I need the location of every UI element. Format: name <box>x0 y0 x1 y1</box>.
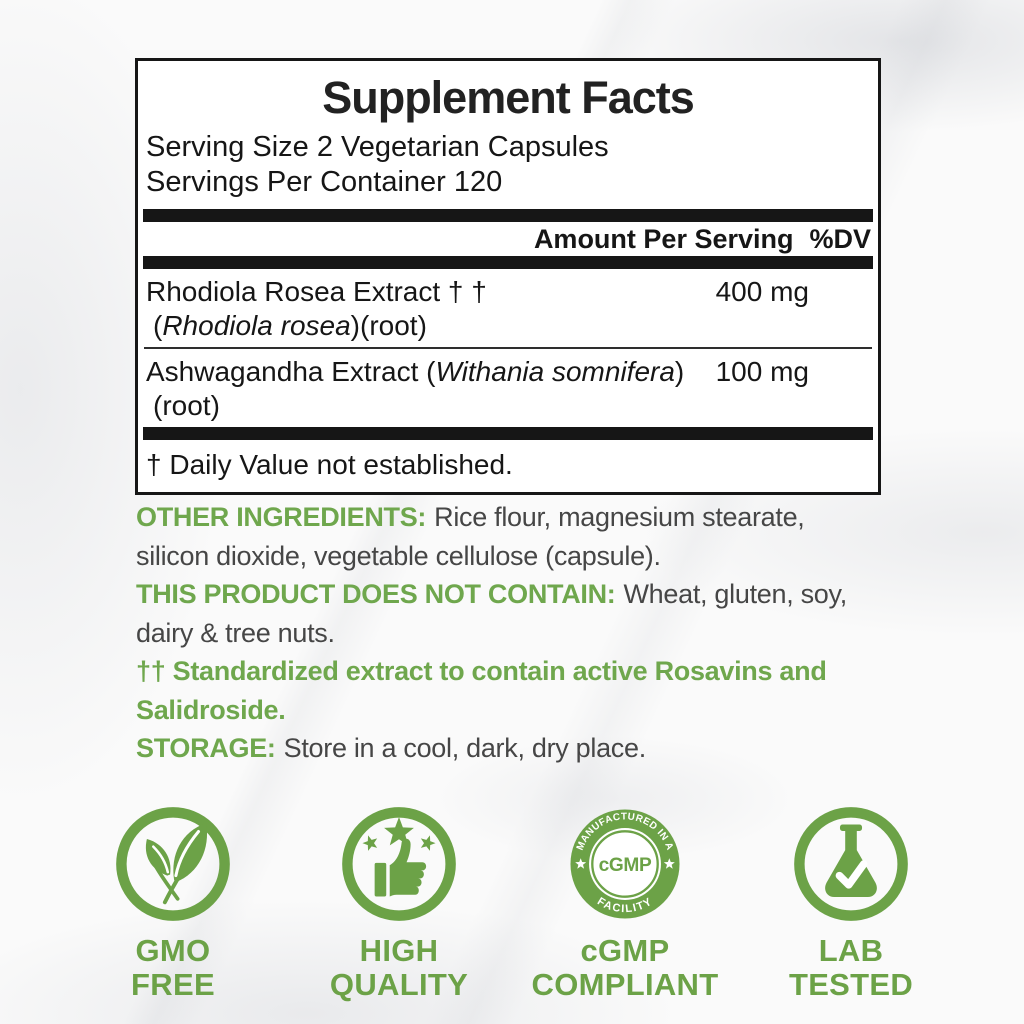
note-text: Store in a cool, dark, dry place. <box>283 733 647 763</box>
panel-header-row: Amount Per Serving %DV <box>143 222 873 256</box>
note-text: Wheat, gluten, soy, dairy & tree nuts. <box>136 579 847 648</box>
amount-per-serving-header: Amount Per Serving <box>533 224 794 254</box>
note-heading: THIS PRODUCT DOES NOT CONTAIN: <box>136 579 616 609</box>
badge-label: LAB TESTED <box>788 933 914 1002</box>
ingredient-name-line2: (root) <box>153 390 220 421</box>
note-heading: OTHER INGREDIENTS: <box>136 502 427 532</box>
ingredient-amount: 400 mg <box>715 276 809 307</box>
badge-lab-tested: LAB TESTED <box>738 806 964 1002</box>
badge-cgmp-compliant: MANUFACTURED IN A FACILITY cGMP cGMP COM… <box>512 806 738 1002</box>
ingredient-name-line1: Ashwagandha Extract (Withania somnifera) <box>146 356 685 387</box>
divider-bar-thick <box>143 209 873 222</box>
lab-flask-icon <box>794 807 908 921</box>
note-does-not-contain: THIS PRODUCT DOES NOT CONTAIN: Wheat, glu… <box>136 575 872 652</box>
leaves-icon <box>116 807 230 921</box>
notes-section: OTHER INGREDIENTS: Rice flour, magnesium … <box>136 498 872 768</box>
percent-dv-header: %DV <box>809 224 871 254</box>
note-storage: STORAGE: Store in a cool, dark, dry place… <box>136 729 872 768</box>
ingredient-name-line1: Rhodiola Rosea Extract † † <box>146 276 487 307</box>
note-other-ingredients: OTHER INGREDIENTS: Rice flour, magnesium … <box>136 498 872 575</box>
badge-high-quality: HIGH QUALITY <box>286 806 512 1002</box>
badge-gmo-free: GMO FREE <box>60 806 286 1002</box>
ingredient-row-ashwagandha: Ashwagandha Extract (Withania somnifera)… <box>143 349 873 427</box>
ingredient-amount: 100 mg <box>715 356 809 387</box>
seal-center-text: cGMP <box>599 855 652 876</box>
ingredient-dv <box>809 355 871 423</box>
note-standardized-extract: †† Standardized extract to contain activ… <box>136 652 872 729</box>
panel-title: Supplement Facts <box>322 72 695 123</box>
divider-bar-thick <box>143 427 873 440</box>
divider-bar-thick <box>143 256 873 269</box>
thumbs-up-stars-icon <box>342 807 456 921</box>
ingredient-dv <box>809 275 871 343</box>
note-heading: †† Standardized extract to contain activ… <box>136 656 827 725</box>
serving-size-line: Serving Size 2 Vegetarian Capsules <box>146 131 609 163</box>
badge-label: cGMP COMPLIANT <box>531 933 719 1002</box>
note-heading: STORAGE: <box>136 733 276 763</box>
daily-value-footnote: † Daily Value not established. <box>146 449 513 480</box>
ingredient-name: Rhodiola Rosea Extract † † (Rhodiola ros… <box>146 275 697 343</box>
ingredient-name-line2: (Rhodiola rosea)(root) <box>153 310 427 341</box>
row-separator <box>144 347 872 349</box>
supplement-facts-panel: Supplement Facts Serving Size 2 Vegetari… <box>135 58 881 495</box>
ingredient-row-rhodiola: Rhodiola Rosea Extract † † (Rhodiola ros… <box>143 269 873 347</box>
servings-per-container-line: Servings Per Container 120 <box>146 166 503 198</box>
badge-label: GMO FREE <box>131 933 215 1002</box>
badge-label: HIGH QUALITY <box>329 933 469 1002</box>
cgmp-seal-icon: MANUFACTURED IN A FACILITY cGMP <box>570 809 680 919</box>
note-text: Rice flour, magnesium stearate, silicon … <box>136 502 805 571</box>
certification-badges: GMO FREE HIGH QUALITY MANUFA <box>0 806 1024 1002</box>
ingredient-name: Ashwagandha Extract (Withania somnifera)… <box>146 355 697 423</box>
